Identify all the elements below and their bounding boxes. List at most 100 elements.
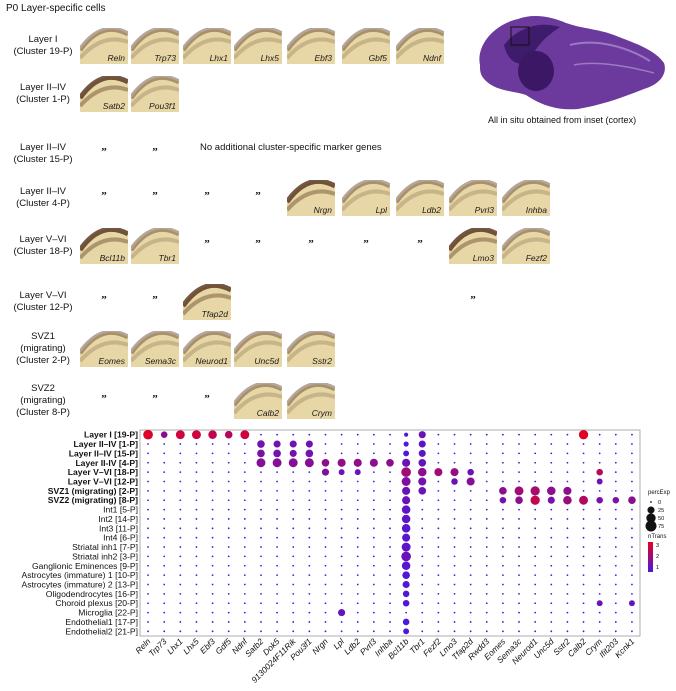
background-dot: [340, 621, 343, 623]
background-dot: [356, 602, 359, 605]
background-dot: [276, 555, 278, 558]
background-dot: [292, 433, 295, 436]
background-dot: [179, 555, 182, 558]
background-dot: [227, 518, 230, 520]
expression-dot: [257, 440, 265, 448]
background-dot: [195, 499, 198, 502]
background-dot: [389, 471, 391, 474]
background-dot: [534, 583, 537, 586]
background-dot: [614, 452, 617, 455]
background-dot: [147, 489, 149, 492]
background-dot: [437, 630, 440, 633]
background-dot: [260, 583, 262, 586]
background-dot: [389, 452, 391, 455]
row-label-line1: SVZ2: [31, 383, 55, 394]
tile-image: [80, 76, 128, 112]
background-dot: [356, 536, 359, 539]
background-dot: [292, 518, 295, 520]
background-dot: [260, 611, 262, 614]
expression-dot: [418, 487, 427, 495]
expression-dot: [563, 486, 572, 495]
background-dot: [211, 471, 214, 474]
in-situ-tile: Satb2: [80, 76, 128, 112]
background-dot: [324, 452, 327, 455]
background-dot: [453, 592, 456, 595]
y-tick-label: Choroid plexus [20-P]: [55, 598, 138, 608]
inset-box: [510, 26, 530, 46]
background-dot: [163, 602, 166, 605]
color-legend-label: 2: [656, 554, 659, 560]
background-dot: [389, 611, 391, 614]
row-label: Layer V–VI (Cluster 12-P): [4, 290, 82, 314]
background-dot: [453, 461, 456, 464]
expression-dot: [434, 468, 443, 477]
background-dot: [356, 499, 359, 502]
background-dot: [276, 508, 278, 511]
background-dot: [211, 518, 214, 520]
background-dot: [566, 621, 569, 623]
background-dot: [614, 508, 617, 511]
background-dot: [389, 518, 391, 520]
background-dot: [163, 536, 166, 539]
background-dot: [179, 527, 182, 530]
expression-dot: [175, 430, 185, 440]
background-dot: [227, 471, 230, 474]
background-dot: [211, 536, 214, 539]
background-dot: [598, 518, 601, 520]
background-dot: [550, 433, 553, 436]
background-dot: [260, 536, 262, 539]
x-tick-label: Lhx5: [181, 636, 201, 656]
tile-image: [342, 28, 390, 64]
row-label-line1: Layer I: [28, 34, 58, 45]
background-dot: [550, 536, 553, 539]
background-dot: [582, 546, 585, 548]
background-dot: [485, 574, 488, 577]
background-dot: [276, 611, 278, 614]
background-dot: [340, 555, 343, 558]
background-dot: [292, 480, 295, 483]
background-dot: [324, 546, 327, 548]
background-dot: [276, 602, 278, 605]
background-dot: [485, 471, 488, 474]
background-dot: [453, 433, 456, 436]
tile-image: [131, 228, 179, 264]
background-dot: [469, 461, 472, 464]
background-dot: [502, 536, 504, 539]
background-dot: [308, 583, 311, 586]
background-dot: [614, 630, 617, 633]
background-dot: [292, 630, 295, 633]
background-dot: [179, 602, 182, 605]
tile-image: [449, 180, 497, 216]
tile-image: [131, 28, 179, 64]
background-dot: [502, 433, 504, 436]
background-dot: [147, 611, 149, 614]
background-dot: [566, 508, 569, 511]
background-dot: [227, 564, 230, 567]
expression-dot: [404, 432, 409, 437]
background-dot: [372, 546, 375, 548]
background-dot: [179, 592, 182, 595]
y-tick-label: Astrocytes (immature) 2 [13-P]: [21, 580, 138, 590]
y-tick-label: Int4 [6-P]: [103, 533, 138, 543]
background-dot: [598, 630, 601, 633]
background-dot: [195, 602, 198, 605]
background-dot: [534, 443, 537, 445]
background-dot: [195, 630, 198, 633]
background-dot: [372, 602, 375, 605]
plot-frame: [139, 429, 641, 637]
background-dot: [614, 574, 617, 577]
background-dot: [324, 508, 327, 511]
background-dot: [518, 630, 520, 633]
background-dot: [276, 536, 278, 539]
background-dot: [437, 611, 440, 614]
background-dot: [469, 443, 472, 445]
background-dot: [614, 546, 617, 548]
background-dot: [469, 621, 472, 623]
background-dot: [292, 621, 295, 623]
background-dot: [195, 536, 198, 539]
background-dot: [372, 489, 375, 492]
background-dot: [534, 564, 537, 567]
background-dot: [227, 443, 230, 445]
background-dot: [356, 611, 359, 614]
tile-image: [287, 28, 335, 64]
